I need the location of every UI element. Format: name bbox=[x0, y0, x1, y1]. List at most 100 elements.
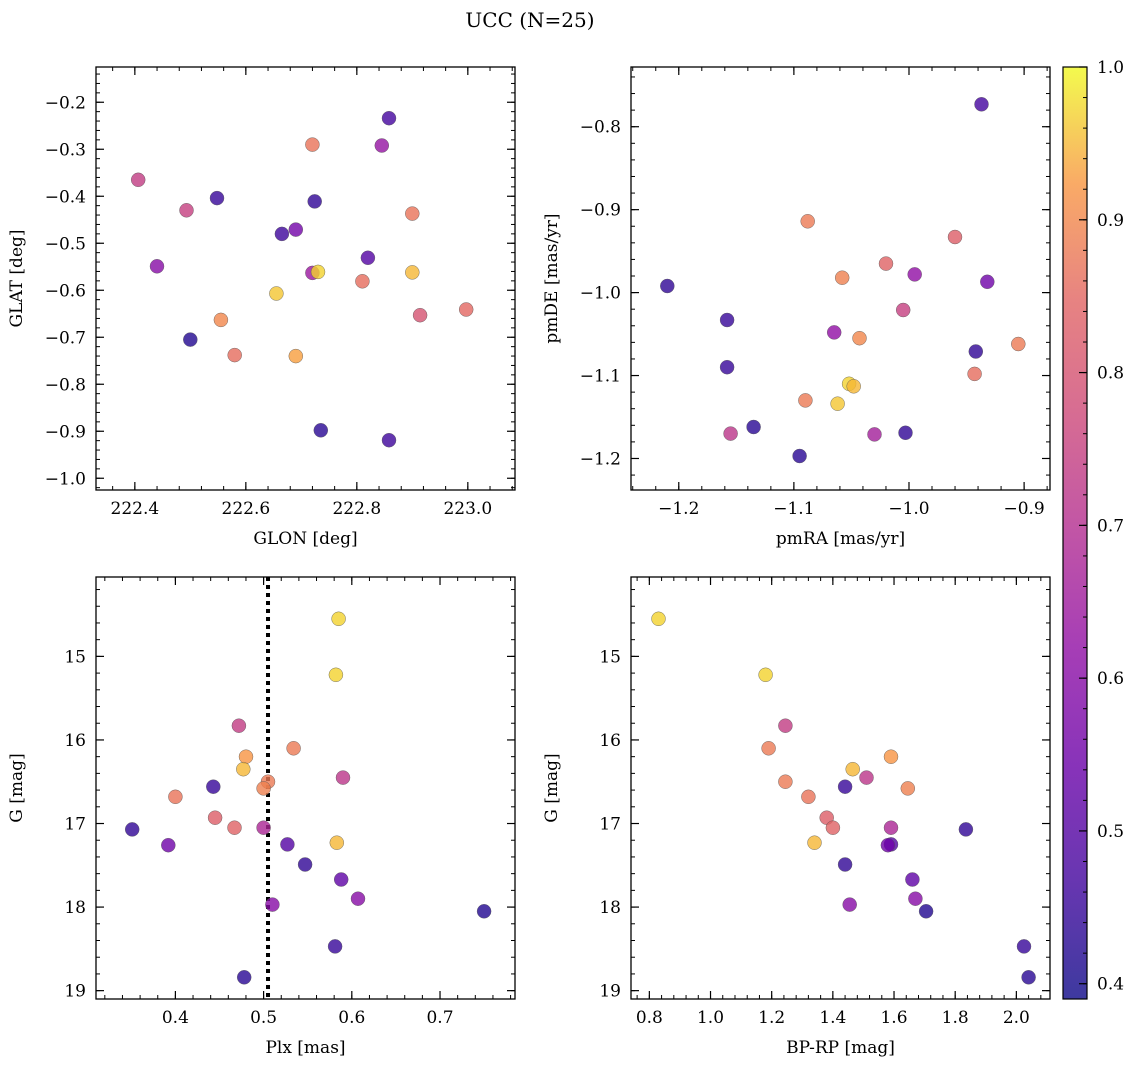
data-point bbox=[328, 667, 344, 682]
data-point bbox=[792, 448, 807, 464]
data-point bbox=[1011, 336, 1026, 352]
data-point bbox=[236, 970, 252, 985]
data-point bbox=[778, 718, 793, 733]
y-tick-label: −0.7 bbox=[45, 328, 86, 348]
data-point bbox=[274, 226, 290, 242]
data-point bbox=[900, 781, 915, 796]
data-point bbox=[896, 302, 911, 318]
y-tick-label: 19 bbox=[599, 982, 621, 1002]
panel-3: 0.4 0.5 0.6 0.7 15 16 17 18 19 Plx [mas] G [mag] bbox=[7, 576, 516, 1058]
data-point bbox=[758, 667, 773, 682]
data-point bbox=[651, 611, 666, 626]
data-point bbox=[350, 891, 366, 906]
data-point bbox=[968, 344, 983, 359]
data-point bbox=[719, 360, 735, 375]
colorbar-tick-label: 0.9 bbox=[1097, 211, 1124, 231]
x-tick-label: 0.8 bbox=[636, 1008, 663, 1028]
y-tick-label: 17 bbox=[599, 815, 621, 835]
colorbar-tick-label: 0.8 bbox=[1097, 364, 1124, 384]
data-point bbox=[360, 250, 376, 265]
data-point bbox=[149, 259, 165, 274]
y-tick-label: −0.2 bbox=[45, 93, 86, 113]
data-point bbox=[801, 789, 816, 804]
colorbar-tick-label: 0.6 bbox=[1097, 669, 1124, 689]
data-point bbox=[179, 203, 194, 218]
data-point bbox=[256, 781, 271, 796]
data-point bbox=[867, 427, 882, 442]
data-point bbox=[778, 774, 793, 789]
y-tick-label: −0.9 bbox=[580, 201, 621, 221]
data-point bbox=[238, 749, 254, 764]
data-point bbox=[313, 423, 328, 438]
data-point bbox=[374, 138, 389, 153]
colorbar-gradient bbox=[1062, 66, 1088, 1000]
data-point bbox=[908, 891, 923, 906]
data-point bbox=[209, 190, 225, 206]
y-tick-label: 18 bbox=[64, 898, 86, 918]
x-tick-label: 2.0 bbox=[1003, 1008, 1030, 1028]
data-point bbox=[183, 332, 198, 347]
y-tick-label: −0.8 bbox=[580, 118, 621, 138]
data-point bbox=[846, 379, 861, 394]
y-tick-label: −1.1 bbox=[580, 367, 621, 387]
data-point bbox=[1016, 939, 1032, 954]
data-point bbox=[830, 396, 845, 411]
data-point bbox=[130, 172, 146, 188]
data-point bbox=[307, 194, 322, 209]
x-tick-label: 222.6 bbox=[222, 499, 271, 519]
data-point bbox=[852, 331, 867, 346]
y-tick-label: 15 bbox=[64, 647, 86, 667]
y-tick-label: 19 bbox=[64, 982, 86, 1002]
data-point bbox=[335, 770, 351, 785]
data-point bbox=[213, 312, 229, 328]
x-tick-label: −1.1 bbox=[773, 499, 814, 519]
data-point bbox=[412, 308, 428, 323]
x-axis-label: BP-RP [mag] bbox=[786, 1038, 895, 1058]
y-tick-label: −0.3 bbox=[45, 140, 86, 160]
data-point bbox=[800, 214, 815, 229]
data-point bbox=[837, 857, 853, 872]
x-axis-label: Plx [mas] bbox=[265, 1038, 345, 1058]
data-point bbox=[334, 872, 349, 887]
data-point bbox=[355, 274, 370, 289]
panel-1: 222.4 222.6 222.8 223.0 −0.2 −0.3 −0.4 −0.5 −0.6… bbox=[7, 66, 516, 549]
data-point bbox=[958, 822, 974, 837]
x-tick-label: 1.4 bbox=[819, 1008, 846, 1028]
x-tick-label: 1.0 bbox=[697, 1008, 724, 1028]
data-point bbox=[405, 265, 420, 280]
data-point bbox=[161, 838, 176, 853]
axes-frame bbox=[95, 66, 516, 491]
data-point bbox=[905, 872, 920, 887]
data-point bbox=[947, 229, 963, 245]
y-tick-label: −0.9 bbox=[45, 422, 86, 442]
y-axis-label: GLAT [deg] bbox=[7, 229, 27, 327]
colorbar-tick-label: 0.5 bbox=[1097, 822, 1124, 842]
x-axis-label: pmRA [mas/yr] bbox=[776, 529, 905, 549]
y-axis-label: G [mag] bbox=[542, 753, 562, 822]
colorbar-tick-label: 1.0 bbox=[1097, 58, 1124, 78]
data-point bbox=[883, 749, 899, 764]
x-tick-label: −0.9 bbox=[1003, 499, 1044, 519]
y-tick-label: −1.0 bbox=[45, 469, 86, 489]
axes-frame bbox=[630, 66, 1051, 491]
data-point bbox=[719, 312, 735, 328]
data-point bbox=[907, 267, 922, 282]
x-tick-label: 1.6 bbox=[880, 1008, 907, 1028]
data-point bbox=[405, 206, 420, 221]
panel-2: −1.2 −1.1 −1.0 −0.9 −0.8 −0.9 −1.0 −1.1 −1.2 pmRA… bbox=[542, 66, 1051, 549]
x-tick-label: 1.8 bbox=[942, 1008, 969, 1028]
data-point bbox=[476, 904, 492, 919]
data-point bbox=[236, 762, 251, 777]
data-point bbox=[310, 264, 326, 280]
data-point bbox=[837, 779, 853, 794]
colorbar-tick-label: 0.7 bbox=[1097, 516, 1124, 536]
y-tick-label: −1.2 bbox=[580, 449, 621, 469]
x-tick-label: 1.2 bbox=[758, 1008, 785, 1028]
data-point bbox=[168, 789, 183, 804]
data-point bbox=[269, 286, 284, 301]
data-point bbox=[761, 741, 776, 756]
x-tick-label: 222.8 bbox=[332, 499, 381, 519]
x-tick-label: −1.0 bbox=[888, 499, 929, 519]
data-point bbox=[825, 820, 841, 835]
